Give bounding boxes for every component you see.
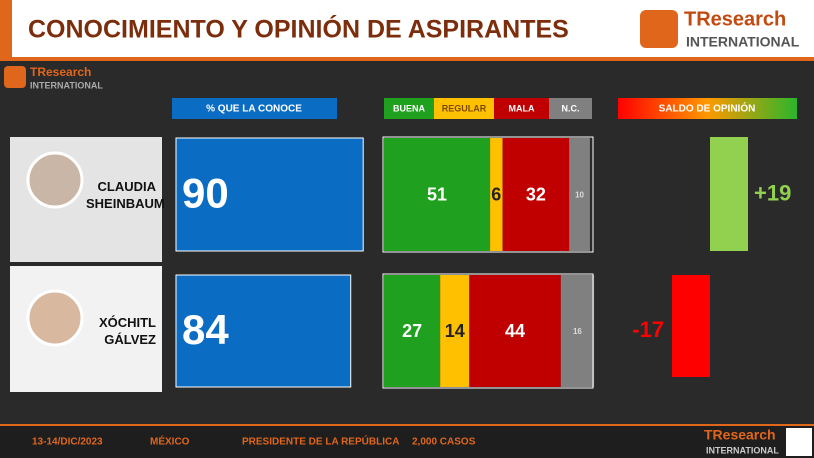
segment [384,275,441,387]
segment [502,138,570,251]
bar [672,275,710,377]
segment-label: 14 [445,321,465,341]
legend-label: N.C. [562,103,580,113]
legend-swatch [494,98,549,119]
legend-label: BUENA [393,103,426,113]
header-stripe [0,0,12,58]
photo [26,289,84,347]
footer-date: 13-14/DIC/2023 [32,437,103,448]
logo-icon [640,10,678,48]
legend-swatch [434,98,494,119]
segment-label: 6 [491,184,501,204]
bar-frame [382,273,594,389]
segment-label: 44 [505,321,525,341]
bar [175,274,352,388]
segment [560,275,595,387]
header-band [0,0,814,58]
footer-band [0,424,814,458]
segment [440,275,470,387]
photo [26,151,84,209]
segment [490,138,503,251]
footer-logo-brand: TResearch [704,427,776,443]
logo-subtitle: INTERNATIONAL [686,34,800,50]
segment-label: 51 [427,184,447,204]
value-label: +19 [754,180,791,205]
value-label: 90 [182,170,229,217]
segment-label: 16 [573,327,582,336]
segment [569,138,590,251]
segment-label: 10 [575,191,584,200]
legend-label: MALA [509,103,535,113]
legend-swatch [549,98,592,119]
logo-brand: TResearch [684,8,786,30]
bar [710,137,748,251]
footer-place: MÉXICO [150,435,190,448]
header-pill [172,98,337,119]
qr-code [786,428,812,456]
value-label: 84 [182,306,229,353]
bar [175,137,364,252]
footer-office: PRESIDENTE DE LA REPÚBLICA [242,435,399,448]
legend-swatch [384,98,434,119]
footer-logo-subtitle: INTERNATIONAL [706,445,779,455]
footer-cases: 2,000 CASOS [412,437,476,448]
header-line [0,57,814,61]
chart-title: SALDO DE OPINIÓN [659,102,756,115]
header-pill [618,98,797,119]
bar-frame [382,136,594,253]
small-logo-subtitle: INTERNATIONAL [30,80,103,90]
title: CONOCIMIENTO Y OPINIÓN DE ASPIRANTES [28,14,569,44]
candidate-name: CLAUDIA SHEINBAUM [86,178,165,211]
small-logo-brand: TResearch [30,65,91,79]
footer-line [0,424,814,426]
small-logo-icon [4,66,26,88]
chart-title: % QUE LA CONOCE [206,104,302,115]
segment [469,275,561,387]
candidate-name: XÓCHITL GÁLVEZ [98,315,156,347]
value-label: -17 [632,317,664,342]
segment-label: 27 [402,321,422,341]
segment [384,138,491,251]
legend-label: REGULAR [442,103,487,113]
segment-label: 32 [526,184,546,204]
